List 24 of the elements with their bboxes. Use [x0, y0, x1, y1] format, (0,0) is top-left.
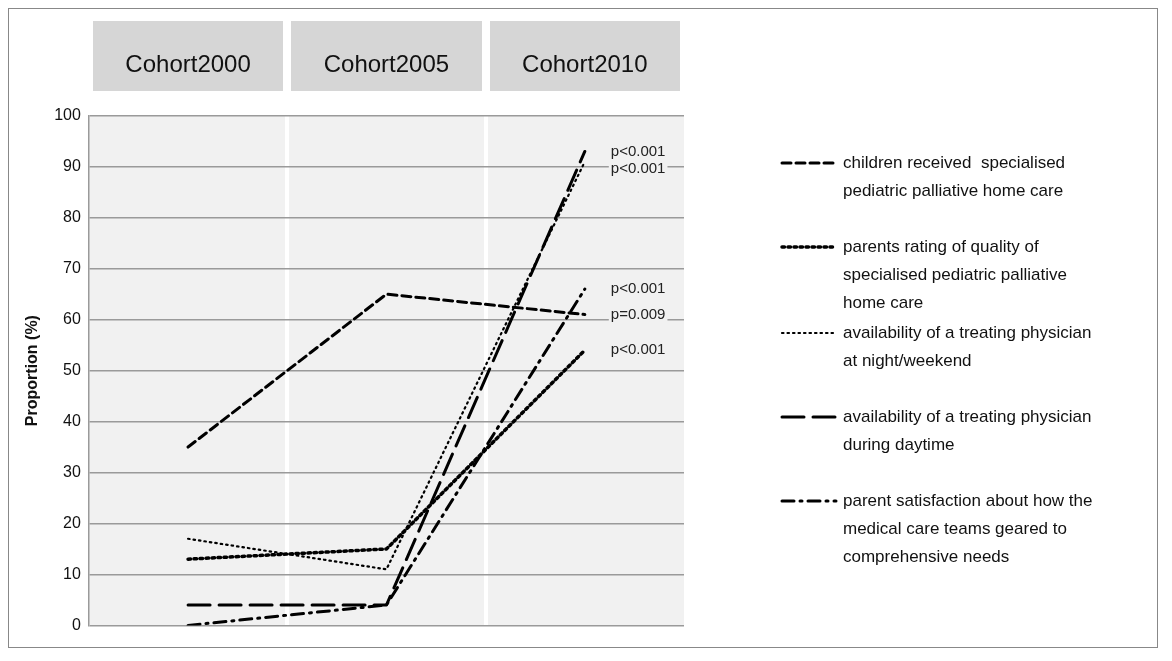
y-tick-label: 10	[63, 564, 81, 582]
y-tick-label: 90	[63, 157, 81, 175]
y-tick-label: 60	[63, 310, 81, 328]
y-tick-label: 40	[63, 411, 81, 429]
legend-label: parent satisfaction about how the medical care teams geared to comprehensive needs	[842, 490, 1094, 568]
y-tick-label: 50	[63, 361, 81, 379]
annotation: p<0.001	[610, 158, 666, 176]
y-tick-label: 100	[54, 106, 81, 124]
legend-label: children received specialised pediatric palliative home care	[842, 152, 1067, 202]
annotation: p<0.001	[610, 340, 666, 358]
y-tick-label: 0	[71, 615, 81, 633]
x-tick-label: Cohort2010	[522, 50, 648, 78]
y-tick-label: 80	[63, 208, 81, 226]
y-tick-label: 30	[63, 462, 81, 480]
x-tick-label: Cohort2000	[125, 50, 251, 78]
y-axis-title: Proportion (%)	[23, 315, 41, 427]
legend-label: availability of a treating physician at night/weekend	[842, 322, 1093, 372]
x-tick-label: Cohort2005	[323, 50, 450, 78]
annotation: p=0.009	[610, 304, 666, 322]
annotation: p<0.001	[610, 279, 666, 297]
legend-label: availability of a treating physician during daytime	[842, 406, 1093, 456]
annotation: p<0.001	[610, 141, 666, 159]
y-tick-label: 70	[63, 259, 81, 277]
y-tick-label: 20	[63, 513, 81, 531]
